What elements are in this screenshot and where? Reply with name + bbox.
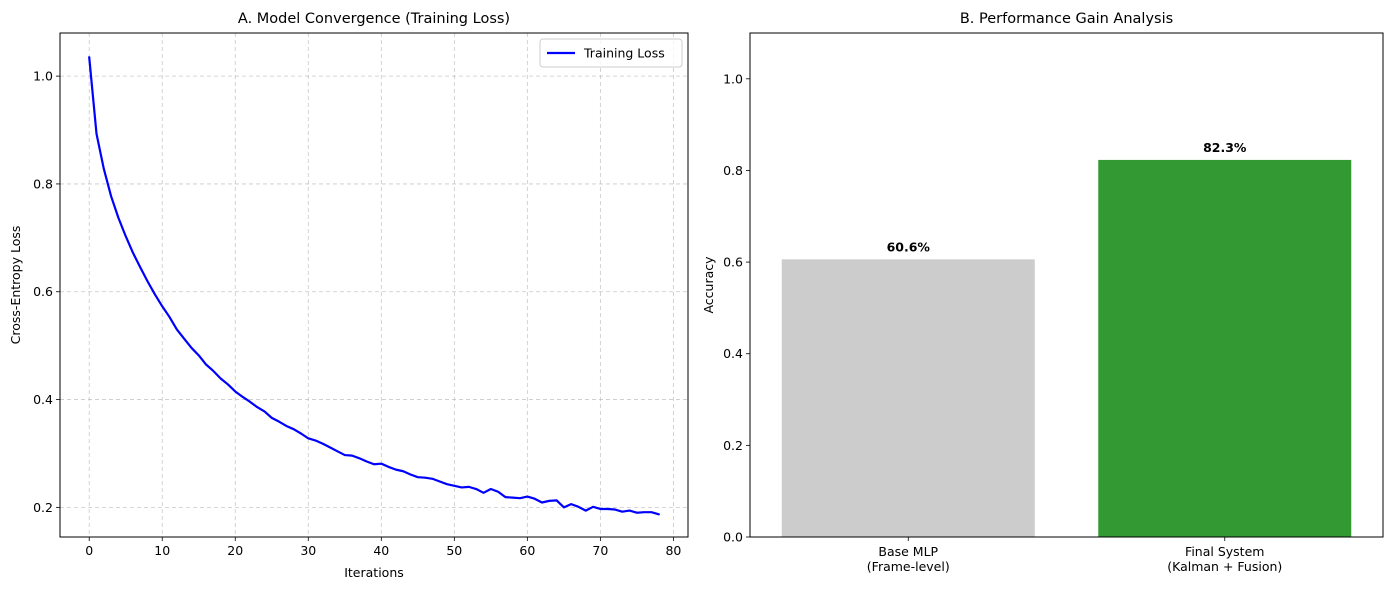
x-tick-label: 60 [519, 543, 535, 558]
x-tick-label: 70 [592, 543, 608, 558]
legend-label-training-loss: Training Loss [583, 46, 665, 61]
loss-chart-y-ticks: 0.2 0.4 0.6 0.8 1.0 [33, 69, 60, 515]
accuracy-chart-data-labels: 60.6% 82.3% [887, 140, 1247, 254]
y-tick-label: 0.6 [723, 255, 743, 270]
y-tick-label: 0.2 [33, 500, 53, 515]
x-tick-label: 10 [154, 543, 170, 558]
x-tick-label: 50 [446, 543, 462, 558]
loss-chart-plot-frame [59, 32, 689, 538]
accuracy-chart-y-ticks: 0.0 0.2 0.4 0.6 0.8 1.0 [723, 71, 750, 545]
loss-chart-x-axis-label: Iterations [344, 565, 404, 580]
x-tick-label: 0 [85, 543, 93, 558]
bar-1 [1098, 159, 1352, 537]
x-tick-label: (Frame-level) [867, 559, 950, 574]
x-tick-label: Final System [1185, 544, 1264, 559]
bar-data-label: 82.3% [1203, 140, 1247, 155]
y-tick-label: 0.8 [723, 163, 743, 178]
bar-data-label: 60.6% [887, 239, 931, 254]
x-tick-label: (Kalman + Fusion) [1167, 559, 1282, 574]
accuracy-chart-title: B. Performance Gain Analysis [960, 11, 1173, 27]
x-tick-label: 80 [665, 543, 681, 558]
accuracy-chart-x-ticks: Base MLP(Frame-level) Final System(Kalman… [867, 537, 1282, 574]
accuracy-chart-y-axis-label: Accuracy [701, 256, 716, 314]
y-tick-label: 0.2 [723, 438, 743, 453]
loss-chart-legend: Training Loss [539, 38, 683, 68]
accuracy-chart-bars [781, 159, 1352, 537]
loss-chart: 0 10 20 30 40 50 60 70 80 0.2 0.4 0.6 0.8 1.0 A. Mod… [8, 11, 689, 580]
x-tick-label: Base MLP [878, 544, 938, 559]
loss-chart-y-axis-label: Cross-Entropy Loss [8, 226, 23, 345]
loss-chart-title: A. Model Convergence (Training Loss) [238, 11, 510, 27]
y-tick-label: 0.6 [33, 284, 53, 299]
y-tick-label: 1.0 [723, 71, 743, 86]
accuracy-chart-plot-frame [749, 32, 1384, 538]
legend-box [539, 38, 683, 68]
x-tick-label: 30 [300, 543, 316, 558]
x-tick-label: 40 [373, 543, 389, 558]
y-tick-label: 0.4 [33, 392, 53, 407]
bar-0 [781, 259, 1035, 537]
y-tick-label: 0.8 [33, 176, 53, 191]
accuracy-chart: Base MLP(Frame-level) Final System(Kalman… [701, 11, 1384, 574]
y-tick-label: 0.4 [723, 346, 743, 361]
x-tick-label: 20 [227, 543, 243, 558]
loss-chart-grid [60, 33, 688, 537]
loss-chart-series [88, 56, 660, 516]
y-tick-label: 0.0 [723, 530, 743, 545]
y-tick-label: 1.0 [33, 69, 53, 84]
series-line-training-loss [88, 56, 660, 516]
loss-chart-x-ticks: 0 10 20 30 40 50 60 70 80 [85, 537, 681, 558]
